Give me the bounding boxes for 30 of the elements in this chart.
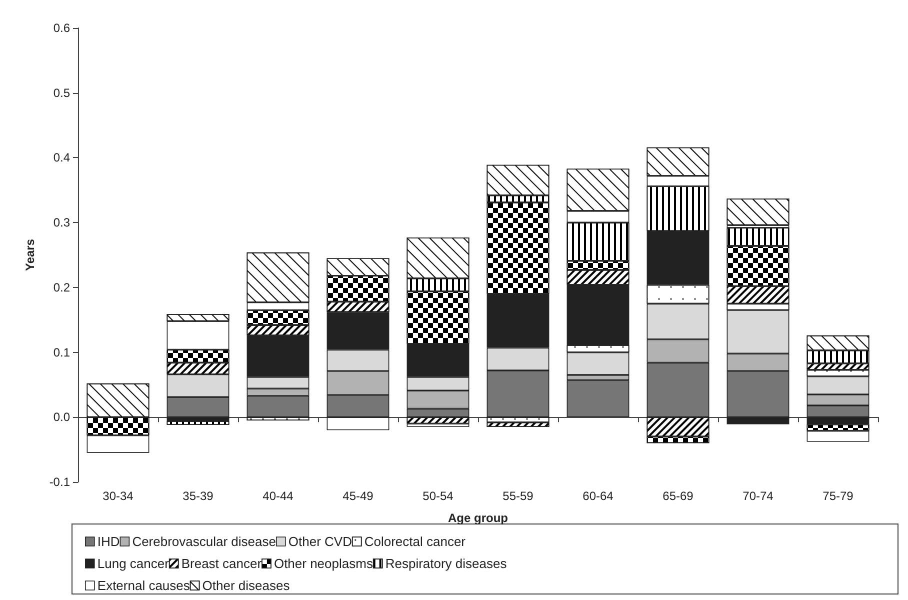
x-tick-label: 50-54 bbox=[422, 489, 454, 503]
legend-label: Colorectal cancer bbox=[364, 534, 466, 549]
x-tick-label: 40-44 bbox=[262, 489, 294, 503]
legend-label: External causes bbox=[97, 578, 190, 593]
legend-label: Breast cancer bbox=[181, 556, 262, 571]
x-tick-label: 60-64 bbox=[582, 489, 614, 503]
y-tick-label: 0.4 bbox=[53, 150, 70, 165]
y-axis-title: Years bbox=[23, 238, 37, 272]
x-tick-label: 55-59 bbox=[502, 489, 534, 503]
x-tick-label: 45-49 bbox=[342, 489, 374, 503]
x-tick-label: 75-79 bbox=[822, 489, 854, 503]
y-tick-label: 0.6 bbox=[53, 21, 70, 35]
y-tick-label: 0.2 bbox=[53, 280, 70, 294]
x-axis-title: Age group bbox=[448, 511, 508, 525]
y-tick-label: -0.1 bbox=[49, 475, 70, 489]
legend-label: Respiratory diseases bbox=[385, 556, 508, 571]
x-tick-label: 70-74 bbox=[742, 489, 774, 503]
legend-label: Other diseases bbox=[202, 578, 290, 593]
y-tick-label: 0.0 bbox=[53, 410, 70, 424]
x-tick-label: 65-69 bbox=[662, 489, 694, 503]
legend-label: Lung cancer bbox=[97, 556, 170, 571]
legend-label: Cerebrovascular disease bbox=[132, 534, 276, 549]
y-tick-label: 0.3 bbox=[53, 216, 70, 230]
x-tick-label: 35-39 bbox=[182, 489, 214, 503]
y-tick-label: 0.5 bbox=[53, 86, 70, 100]
x-tick-label: 30-34 bbox=[102, 489, 134, 503]
legend-label: IHD bbox=[97, 534, 120, 549]
y-tick-label: 0.1 bbox=[53, 345, 70, 360]
legend-label: Other neoplasms bbox=[274, 556, 374, 571]
legend-label: Other CVD bbox=[288, 534, 352, 549]
